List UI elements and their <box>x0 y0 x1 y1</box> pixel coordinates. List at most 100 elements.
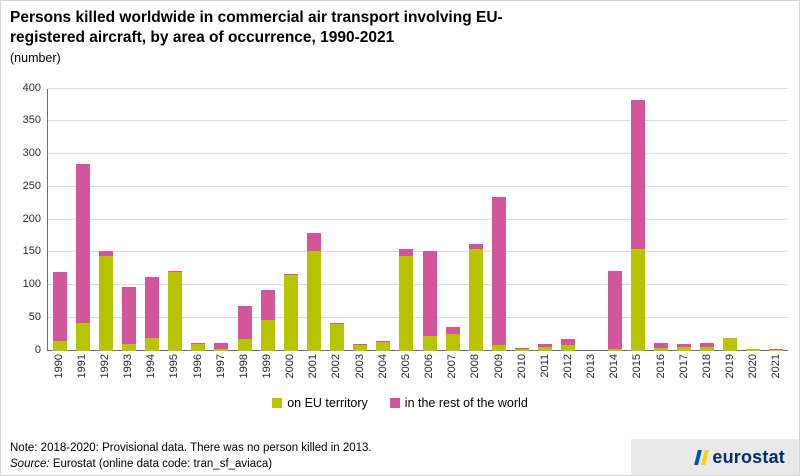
segment-rest-of-world <box>237 306 252 339</box>
x-tick-slot: 2001 <box>302 354 325 394</box>
bar-2008 <box>464 89 487 351</box>
segment-eu-territory <box>75 323 90 351</box>
bar-2002 <box>326 89 349 351</box>
bar-stack <box>700 342 715 351</box>
legend-swatch-icon <box>389 397 400 408</box>
bar-stack <box>468 243 483 351</box>
legend-item: in the rest of the world <box>389 396 528 410</box>
legend-label: on EU territory <box>287 395 368 410</box>
bar-2017 <box>672 89 695 351</box>
segment-rest-of-world <box>306 232 321 252</box>
bar-1998 <box>233 89 256 351</box>
x-tick-label: 2007 <box>446 353 459 379</box>
chart-title-line-1: Persons killed worldwide in commercial a… <box>10 9 503 26</box>
bar-2019 <box>719 89 742 351</box>
gridline <box>48 251 788 253</box>
x-tick-slot: 2007 <box>441 354 464 394</box>
x-tick-label: 1994 <box>145 353 158 379</box>
segment-rest-of-world <box>653 342 668 349</box>
gridline <box>48 185 788 187</box>
x-tick-slot: 1991 <box>70 354 93 394</box>
x-tick-slot: 2003 <box>348 354 371 394</box>
segment-eu-territory <box>468 249 483 351</box>
x-tick-label: 2014 <box>608 353 621 379</box>
x-tick-label: 2018 <box>700 353 713 379</box>
chart-subtitle: (number) <box>10 50 61 65</box>
source-line: Source: Eurostat (online data code: tran… <box>10 458 799 470</box>
gridline <box>48 153 788 155</box>
bar-stack <box>538 344 553 351</box>
segment-eu-territory <box>191 344 206 351</box>
bar-1997 <box>210 89 233 351</box>
bar-2014 <box>603 89 626 351</box>
x-tick-slot: 2019 <box>719 354 742 394</box>
bar-stack <box>306 232 321 351</box>
segment-rest-of-world <box>746 348 761 350</box>
bar-1993 <box>117 89 140 351</box>
segment-rest-of-world <box>376 340 391 342</box>
x-tick-slot: 2014 <box>603 354 626 394</box>
gridline <box>48 284 788 286</box>
x-tick-slot: 1998 <box>232 354 255 394</box>
bar-2020 <box>742 89 765 351</box>
x-tick-slot: 2017 <box>672 354 695 394</box>
x-tick-slot: 1995 <box>163 354 186 394</box>
x-tick-label: 2003 <box>353 353 366 379</box>
segment-eu-territory <box>330 324 345 351</box>
legend-swatch-icon <box>272 397 283 408</box>
x-tick-label: 2009 <box>492 353 505 379</box>
x-tick-label: 2000 <box>284 353 297 379</box>
bar-1996 <box>187 89 210 351</box>
bars-layer <box>48 89 788 351</box>
bar-2005 <box>395 89 418 351</box>
bar-2012 <box>557 89 580 351</box>
x-tick-label: 1999 <box>260 353 273 379</box>
bar-stack <box>168 271 183 351</box>
x-tick-label: 2013 <box>585 353 598 379</box>
x-tick-label: 1990 <box>52 353 65 379</box>
segment-eu-territory <box>306 251 321 351</box>
source-text: Eurostat (online data code: tran_sf_avia… <box>52 458 273 470</box>
bar-stack <box>746 348 761 351</box>
y-tick-label: 150 <box>22 245 41 258</box>
segment-rest-of-world <box>538 344 553 347</box>
x-tick-label: 1998 <box>237 353 250 379</box>
x-tick-slot: 2006 <box>418 354 441 394</box>
bar-2004 <box>372 89 395 351</box>
segment-rest-of-world <box>145 277 160 338</box>
x-tick-label: 2017 <box>677 353 690 379</box>
segment-rest-of-world <box>52 272 67 341</box>
bar-stack <box>607 270 622 351</box>
bar-2000 <box>279 89 302 351</box>
segment-eu-territory <box>376 341 391 351</box>
bar-stack <box>214 342 229 351</box>
bar-stack <box>630 99 645 351</box>
bar-2018 <box>696 89 719 351</box>
x-tick-label: 1991 <box>75 353 88 379</box>
bar-stack <box>353 344 368 351</box>
bar-stack <box>399 249 414 351</box>
x-tick-label: 2016 <box>654 353 667 379</box>
x-tick-label: 2019 <box>724 353 737 379</box>
x-tick-slot: 2013 <box>580 354 603 394</box>
segment-eu-territory <box>491 345 506 351</box>
bar-2003 <box>349 89 372 351</box>
title-block: Persons killed worldwide in commercial a… <box>1 1 799 65</box>
segment-eu-territory <box>237 338 252 351</box>
segment-rest-of-world <box>700 342 715 348</box>
segment-rest-of-world <box>399 249 414 256</box>
gridline <box>48 218 788 220</box>
x-tick-slot: 2011 <box>533 354 556 394</box>
bar-1991 <box>71 89 94 351</box>
y-tick-label: 100 <box>22 278 41 291</box>
x-tick-label: 1996 <box>191 353 204 379</box>
bar-stack <box>769 349 784 351</box>
bar-stack <box>52 272 67 351</box>
bar-1992 <box>94 89 117 351</box>
segment-rest-of-world <box>561 338 576 346</box>
segment-eu-territory <box>653 348 668 351</box>
x-tick-label: 2002 <box>330 353 343 379</box>
x-tick-label: 1993 <box>122 353 135 379</box>
segment-eu-territory <box>769 350 784 351</box>
